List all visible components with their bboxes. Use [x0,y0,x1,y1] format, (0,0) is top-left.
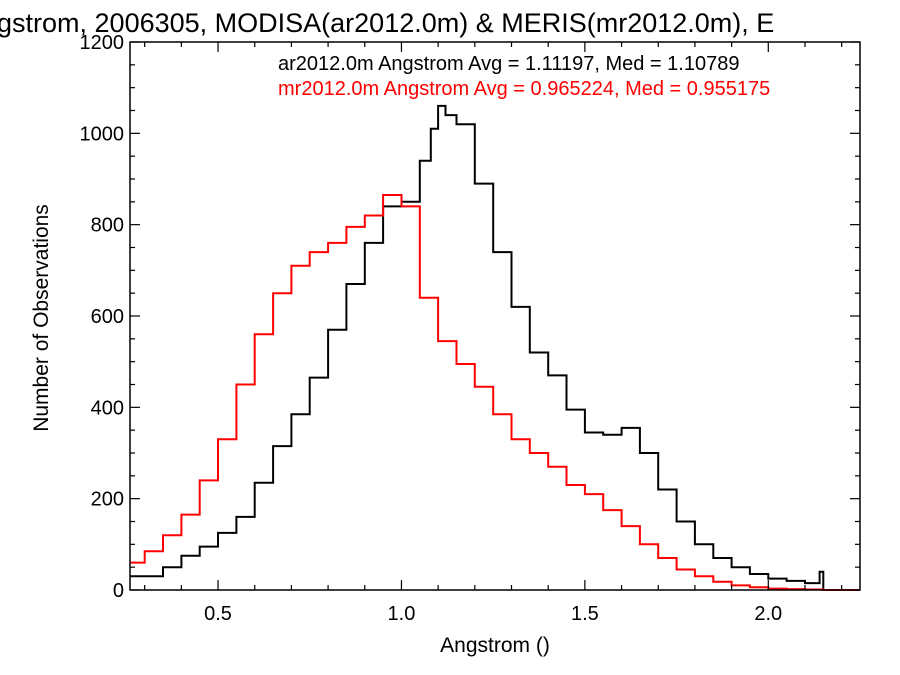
x-tick-label: 1.0 [388,603,416,625]
y-tick-label: 200 [91,489,124,511]
chart-title: ngstrom, 2006305, MODISA(ar2012.0m) & ME… [0,8,774,38]
legend-entry-mr2012: mr2012.0m Angstrom Avg = 0.965224, Med =… [278,78,770,100]
series-line-0 [130,104,860,591]
x-tick-label: 2.0 [754,603,782,625]
legend-entry-ar2012: ar2012.0m Angstrom Avg = 1.11197, Med = … [278,53,739,75]
y-tick-label: 400 [91,397,124,419]
series-layer [130,104,860,591]
y-tick-label: 0 [113,580,124,602]
y-axis-label: Number of Observations [30,204,53,432]
x-tick-label: 1.5 [571,603,599,625]
series-line-1 [130,194,860,591]
y-tick-label: 1200 [80,32,125,54]
legend: ar2012.0m Angstrom Avg = 1.11197, Med = … [278,53,770,100]
y-tick-label: 600 [91,306,124,328]
y-tick-label: 1000 [80,123,125,145]
y-tick-label: 800 [91,215,124,237]
x-axis-label: Angstrom () [440,634,550,657]
ticks-layer: 0.5 1.0 1.5 2.0 0 200 400 600 800 1000 1200 [80,32,860,625]
x-tick-label: 0.5 [204,603,232,625]
